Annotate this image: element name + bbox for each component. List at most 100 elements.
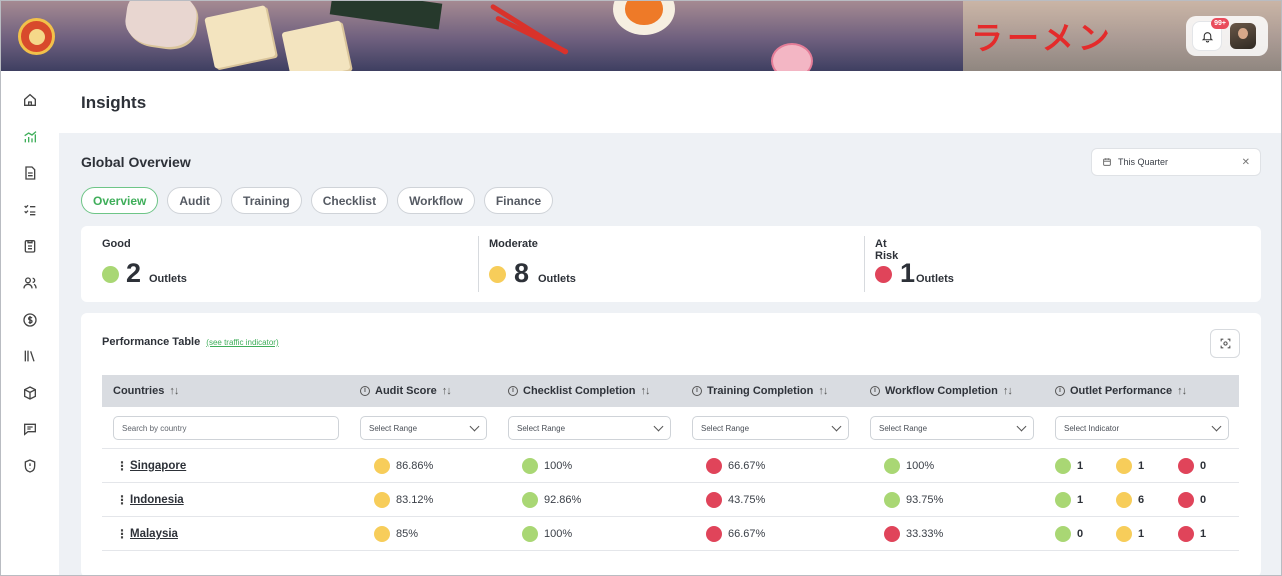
training-cell: 66.67% [706,517,765,551]
dollar-icon[interactable] [21,311,39,329]
clear-icon[interactable]: ✕ [1241,156,1250,168]
checklist-cell: 92.86% [522,483,581,517]
drag-handle-icon[interactable]: ⋮ [116,527,128,541]
country-link[interactable]: Indonesia [130,494,184,506]
audit-cell: 86.86% [374,449,433,483]
info-icon[interactable]: i [508,386,518,396]
header-banner: ラーメン 99+ [1,1,1281,71]
outlet-summary-card: Good 2 Outlets Moderate 8 Outlets At Ris… [81,226,1261,302]
status-dot-red [875,266,892,283]
drag-handle-icon[interactable]: ⋮ [116,459,128,473]
checklist-range-select[interactable]: Select Range [508,416,671,440]
calendar-icon [1103,158,1111,166]
good-count: 1 [1077,494,1084,506]
tab-finance[interactable]: Finance [483,187,554,214]
outlet-good-cell: 1 [1055,449,1083,483]
checklist-cell: 100% [522,449,572,483]
chat-icon[interactable] [21,420,39,438]
document-icon[interactable] [21,164,39,182]
country-cell: ⋮ Malaysia [116,517,178,551]
outlet-risk-cell: 1 [1178,517,1206,551]
scan-icon [1220,338,1230,349]
info-icon[interactable]: i [360,386,370,396]
column-label: Workflow Completion [885,385,998,397]
outlet-risk-cell: 0 [1178,449,1206,483]
insights-chart-icon[interactable] [21,128,39,146]
info-icon[interactable]: i [870,386,880,396]
summary-label: Moderate [489,238,538,250]
brand-logo[interactable] [18,18,55,55]
country-search-input[interactable] [113,416,339,440]
summary-unit: Outlets [149,273,187,285]
info-icon[interactable]: i [692,386,702,396]
drag-handle-icon[interactable]: ⋮ [116,493,128,507]
indicator-select[interactable]: Select Indicator [1055,416,1229,440]
sort-icon[interactable]: ↑↓ [1177,385,1187,397]
sort-icon[interactable]: ↑↓ [818,385,828,397]
users-icon[interactable] [21,274,39,292]
country-link[interactable]: Singapore [130,460,187,472]
sort-icon[interactable]: ↑↓ [441,385,452,397]
country-link[interactable]: Malaysia [130,528,178,540]
library-icon[interactable] [21,347,39,365]
table-row[interactable]: ⋮ Indonesia 83.12% 92.86% 43.75% 93.75% … [102,483,1239,517]
clipboard-icon[interactable] [21,237,39,255]
column-header-audit-score[interactable]: i Audit Score ↑↓ [360,375,452,407]
summary-count: 8 [514,258,530,288]
column-header-training[interactable]: i Training Completion ↑↓ [692,375,828,407]
task-list-icon[interactable] [21,201,39,219]
sort-icon[interactable]: ↑↓ [169,385,179,397]
outlet-good-cell: 1 [1055,483,1083,517]
chevron-down-icon [469,421,480,431]
notifications-button[interactable]: 99+ [1192,18,1229,51]
audit-cell: 83.12% [374,483,433,517]
workflow-value: 100% [906,460,935,472]
section-title: Global Overview [81,154,191,170]
date-range-filter[interactable]: This Quarter ✕ [1091,148,1261,176]
performance-title: Performance Table (see traffic indicator… [102,336,279,348]
table-header: Countries ↑↓ i Audit Score ↑↓ i Checklist Co… [102,375,1239,407]
sort-icon[interactable]: ↑↓ [1002,385,1013,397]
audit-value: 85% [396,528,419,540]
status-dot-green [884,458,900,474]
outlet-moderate-cell: 1 [1116,517,1144,551]
table-row[interactable]: ⋮ Malaysia 85% 100% 66.67% 33.33% 0 1 1 [102,517,1239,551]
audit-range-select[interactable]: Select Range [360,416,487,440]
training-range-select[interactable]: Select Range [692,416,849,440]
avatar[interactable] [1230,23,1256,49]
moderate-count: 1 [1138,460,1145,472]
column-header-checklist[interactable]: i Checklist Completion ↑↓ [508,375,650,407]
status-dot-red [706,458,722,474]
checklist-value: 100% [544,460,573,472]
table-row[interactable]: ⋮ Singapore 86.86% 100% 66.67% 100% 1 1 … [102,449,1239,483]
column-header-workflow[interactable]: i Workflow Completion ↑↓ [870,375,1013,407]
column-header-outlet-performance[interactable]: i Outlet Performance ↑↓ [1055,375,1187,407]
info-icon[interactable]: i [1055,386,1065,396]
column-header-countries[interactable]: Countries ↑↓ [113,375,179,407]
egg-illustration [613,1,675,35]
tab-training[interactable]: Training [231,187,302,214]
tab-overview[interactable]: Overview [81,187,159,214]
home-icon[interactable] [21,91,39,109]
shield-icon[interactable] [21,457,39,475]
column-label: Outlet Performance [1070,385,1173,397]
summary-label: Good [102,238,131,250]
traffic-indicator-link[interactable]: (see traffic indicator) [206,338,279,347]
scan-button[interactable] [1210,329,1240,358]
tab-workflow[interactable]: Workflow [397,187,475,214]
status-dot-yellow [1116,458,1132,474]
tab-checklist[interactable]: Checklist [310,187,389,214]
sort-icon[interactable]: ↑↓ [640,385,650,397]
workflow-value: 93.75% [906,494,944,506]
workflow-range-select[interactable]: Select Range [870,416,1034,440]
column-label: Training Completion [707,385,814,397]
summary-unit: Outlets [916,273,954,285]
filter-row: Select Range Select Range Select Range S… [102,407,1239,449]
outlet-moderate-cell: 6 [1116,483,1144,517]
chopstick-illustration-2 [494,15,569,55]
chashu-illustration [122,1,200,51]
box-icon[interactable] [21,384,39,402]
summary-unit: Outlets [538,273,576,285]
tab-audit[interactable]: Audit [167,187,223,214]
status-dot-red [706,492,722,508]
